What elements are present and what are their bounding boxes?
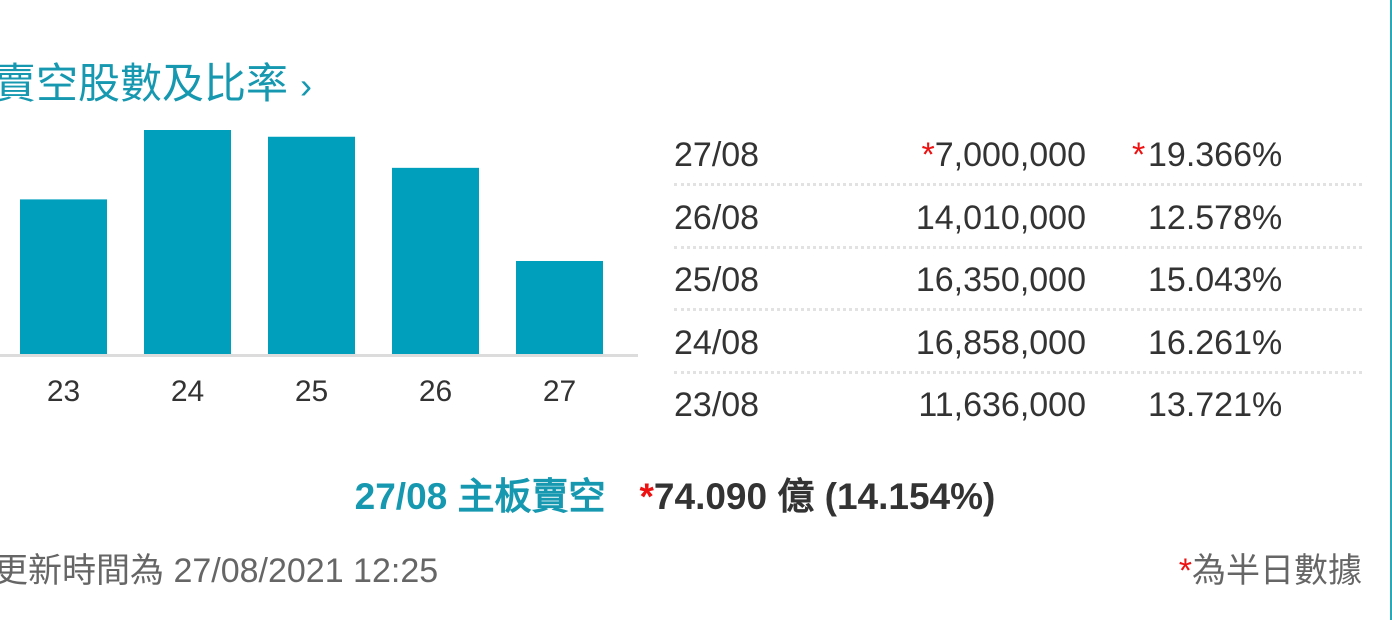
row-date: 24/08 — [674, 323, 760, 362]
row-date: 27/08 — [674, 136, 760, 174]
shares-value: 16,858,000 — [915, 323, 1086, 362]
row-shares: 16,350,000 — [916, 249, 1086, 311]
x-tick-label: 25 — [295, 375, 328, 408]
row-divider — [674, 370, 1362, 374]
row-shares: 16,858,000 — [916, 312, 1086, 374]
row-date: 23/08 — [674, 386, 760, 424]
row-ratio: 12.578% — [1148, 187, 1282, 249]
table-row: 24/08 16,858,000 16.261% — [674, 312, 1362, 374]
section-title: 賣空股數及比率 — [0, 60, 289, 107]
bar-26[interactable] — [392, 167, 479, 354]
half-day-star: * — [921, 136, 935, 174]
note-text: 為半日數據 — [1192, 552, 1362, 590]
ratio-value: 19.366% — [1148, 136, 1283, 174]
ratio-value: 12.578% — [1148, 198, 1283, 237]
table-row: 25/08 16,350,000 15.043% — [674, 249, 1362, 311]
shares-value: 16,350,000 — [915, 261, 1086, 299]
ratio-value: 15.043% — [1148, 261, 1283, 299]
x-tick-label: 23 — [47, 375, 80, 408]
main-board-summary: 27/08 主板賣空 *74.090 億 (14.154%) — [0, 466, 1350, 520]
half-day-star: * — [1132, 136, 1146, 174]
table-row: 23/08 11,636,000 13.721% — [674, 374, 1362, 436]
section-title-link[interactable]: 賣空股數及比率 › — [0, 50, 312, 111]
update-time: 更新時間為 27/08/2021 12:25 — [0, 552, 439, 590]
bar-23[interactable] — [20, 199, 107, 354]
shares-value: 11,636,000 — [918, 386, 1086, 424]
short-selling-bar-chart: 23 24 25 26 27 — [0, 130, 638, 408]
summary-value: 74.090 億 (14.154%) — [653, 476, 996, 517]
x-tick-label: 27 — [543, 375, 576, 408]
row-divider — [674, 245, 1362, 249]
ratio-value: 13.721% — [1148, 386, 1283, 424]
bar-27[interactable] — [516, 260, 603, 354]
shares-value: 14,010,000 — [915, 198, 1086, 237]
row-ratio: 15.043% — [1148, 249, 1282, 311]
edge-divider — [1390, 0, 1392, 620]
summary-label: 27/08 主板賣空 — [354, 476, 606, 517]
ratio-value: 16.261% — [1148, 323, 1283, 362]
row-ratio: 16.261% — [1148, 312, 1282, 374]
note-star: * — [1178, 552, 1192, 590]
bar-24[interactable] — [144, 130, 231, 354]
row-shares: 14,010,000 — [916, 187, 1086, 249]
half-day-note: *為半日數據 — [1179, 543, 1362, 592]
chevron-right-icon: › — [300, 65, 313, 106]
row-divider — [674, 183, 1362, 186]
row-date: 26/08 — [674, 198, 760, 237]
row-ratio: 13.721% — [1148, 374, 1282, 436]
row-shares: *7,000,000 — [922, 124, 1087, 186]
row-divider — [674, 308, 1362, 311]
row-shares: 11,636,000 — [918, 374, 1086, 436]
shares-value: 7,000,000 — [934, 136, 1086, 174]
row-date: 25/08 — [674, 261, 760, 299]
x-tick-label: 26 — [419, 375, 452, 408]
table-row: 26/08 14,010,000 12.578% — [674, 187, 1362, 249]
table-row: 27/08 *7,000,000 * 19.366% — [674, 124, 1362, 186]
row-ratio: * 19.366% — [1132, 124, 1283, 186]
half-day-star: * — [639, 476, 654, 517]
bar-25[interactable] — [268, 136, 355, 354]
x-tick-label: 24 — [171, 375, 204, 408]
